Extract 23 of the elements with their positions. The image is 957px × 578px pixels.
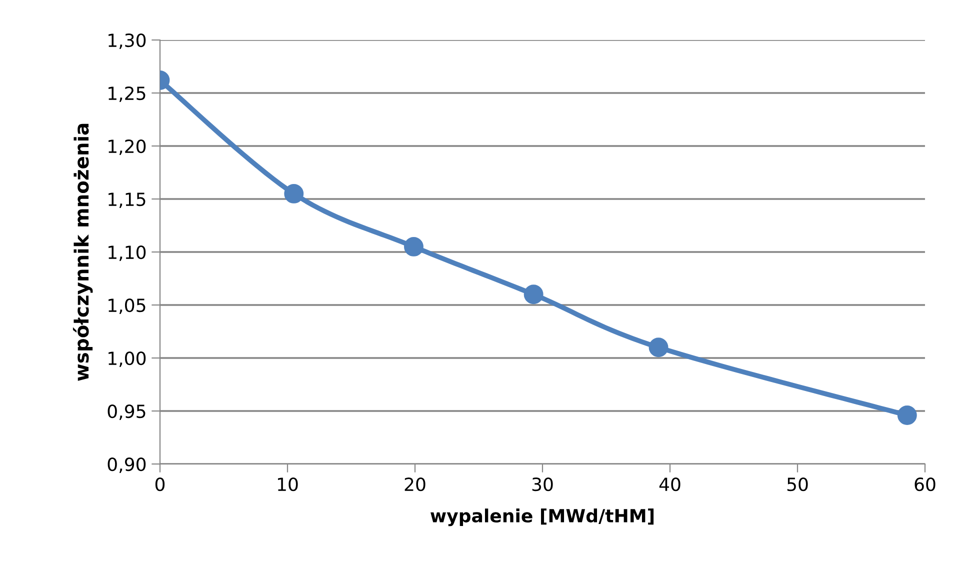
x-tick-label: 60 — [914, 478, 936, 492]
x-tick-label: 0 — [155, 478, 165, 492]
x-tick-label: 40 — [659, 478, 680, 492]
x-axis-title: wypalenie [MWd/tHM] — [430, 508, 654, 526]
x-tick-label: 50 — [787, 478, 808, 492]
y-tick-label: 1,25 — [108, 86, 146, 102]
x-tick-label: 10 — [278, 478, 298, 492]
point — [524, 284, 544, 304]
point — [284, 184, 304, 204]
y-tick-label: 0,90 — [108, 457, 146, 473]
y-axis-title: współczynnik mnożenia — [72, 124, 93, 381]
x-tick-label: 20 — [404, 478, 426, 492]
y-tick-label: 1,30 — [108, 33, 146, 49]
x-tick-label: 30 — [532, 478, 553, 492]
y-tick-label: 1,10 — [108, 245, 146, 261]
y-tick-label: 1,05 — [108, 298, 146, 314]
y-tick-label: 0,95 — [108, 404, 146, 420]
point — [897, 406, 917, 425]
y-tick-label: 1,00 — [108, 351, 146, 367]
y-tick-label: 1,20 — [108, 139, 146, 155]
point — [404, 236, 424, 256]
point — [648, 338, 668, 358]
y-tick-label: 1,15 — [108, 192, 146, 208]
